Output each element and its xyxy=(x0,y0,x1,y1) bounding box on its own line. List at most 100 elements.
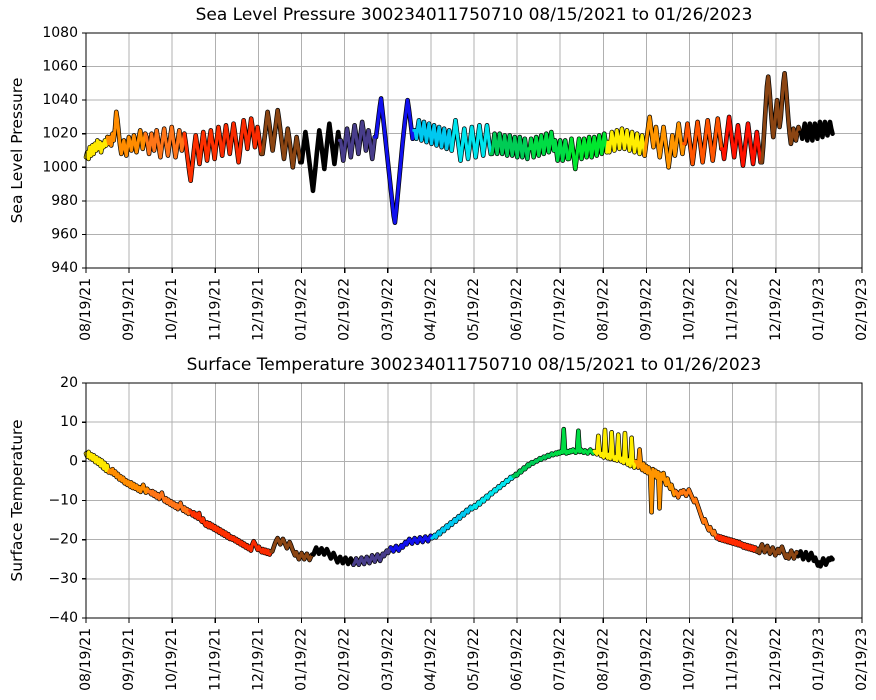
series-segment-2022-12a xyxy=(719,115,763,168)
x-tick-label: 10/19/22 xyxy=(682,278,698,341)
x-tick-label: 10/19/21 xyxy=(164,628,180,691)
x-tick-label: 06/19/22 xyxy=(509,278,525,341)
x-tick-label: 08/19/21 xyxy=(78,278,94,341)
series-segment-2022-07 xyxy=(527,130,570,163)
series-segment-2023-01 xyxy=(798,120,835,143)
x-tick-label: 09/19/22 xyxy=(638,278,654,341)
y-tick-label: 0 xyxy=(69,453,78,469)
series-segment-2022-02 xyxy=(337,120,377,163)
series-segment-2021-12a xyxy=(228,534,273,557)
y-tick-label: 1020 xyxy=(42,126,78,142)
x-tick-label: 12/19/22 xyxy=(768,278,784,341)
x-tick-label: 07/19/22 xyxy=(552,628,568,691)
series-segment-2021-08 xyxy=(84,135,110,161)
y-tick-label: −10 xyxy=(48,493,78,509)
series-segment-2021-11 xyxy=(188,509,232,541)
x-tick-label: 06/19/22 xyxy=(509,628,525,691)
series-segment-2021-08 xyxy=(84,450,111,474)
x-tick-label: 01/19/22 xyxy=(294,628,310,691)
y-tick-label: 20 xyxy=(60,375,78,391)
y-tick-label: 940 xyxy=(51,260,78,276)
series-segment-2022-02 xyxy=(351,545,393,567)
series-segment-2022-04 xyxy=(412,118,454,153)
series-segment-2021-10 xyxy=(146,489,192,516)
x-tick-label: 09/19/21 xyxy=(121,628,137,691)
y-axis-label: Sea Level Pressure xyxy=(8,78,26,224)
x-tick-label: 02/19/22 xyxy=(337,628,353,691)
x-tick-label: 05/19/22 xyxy=(466,628,482,691)
series-segment-2023-01 xyxy=(796,549,835,568)
x-tick-label: 08/19/22 xyxy=(595,278,611,341)
series-segment-2022-08 xyxy=(566,132,609,171)
x-tick-label: 01/19/23 xyxy=(811,278,827,341)
sea-level-pressure-chart: Sea Level Pressure 300234011750710 08/15… xyxy=(8,5,870,341)
chart-title: Surface Temperature 300234011750710 08/1… xyxy=(187,355,762,375)
x-tick-label: 11/19/22 xyxy=(725,278,741,341)
x-tick-label: 02/19/23 xyxy=(854,628,870,691)
series-segment-2022-01 xyxy=(298,122,342,193)
x-tick-label: 10/19/22 xyxy=(682,628,698,691)
series-segment-2021-09 xyxy=(107,467,151,495)
x-tick-label: 04/19/22 xyxy=(423,628,439,691)
series-segment-2022-03 xyxy=(389,534,434,554)
x-tick-label: 07/19/22 xyxy=(552,278,568,341)
series-segment-2021-11 xyxy=(182,125,224,183)
y-tick-label: 1000 xyxy=(42,159,78,175)
x-tick-label: 09/19/22 xyxy=(638,628,654,691)
y-tick-label: 980 xyxy=(51,193,78,209)
series-segment-2022-06 xyxy=(511,451,555,478)
x-tick-label: 12/19/21 xyxy=(250,628,266,691)
series-segment-2021-12b xyxy=(259,108,302,169)
y-tick-label: 960 xyxy=(51,226,78,242)
x-tick-label: 03/19/22 xyxy=(380,278,396,341)
x-tick-label: 08/19/21 xyxy=(78,628,94,691)
x-tick-label: 01/19/23 xyxy=(811,628,827,691)
y-tick-label: −20 xyxy=(48,532,78,548)
y-tick-label: −30 xyxy=(48,571,78,587)
chart-title: Sea Level Pressure 300234011750710 08/15… xyxy=(196,5,753,25)
x-tick-label: 12/19/22 xyxy=(768,628,784,691)
series-segment-2022-05 xyxy=(470,474,515,511)
series-segment-2022-12b xyxy=(759,71,802,164)
series-segment-2022-03 xyxy=(373,96,416,225)
series-segment-2022-07 xyxy=(551,427,596,457)
axes-frame xyxy=(85,32,863,269)
series-segment-2022-12 xyxy=(755,542,800,561)
surface-temperature-chart: Surface Temperature 300234011750710 08/1… xyxy=(8,355,870,691)
y-tick-label: 10 xyxy=(60,414,78,430)
data-series-group xyxy=(83,426,835,569)
series-segment-2022-06 xyxy=(489,132,531,161)
x-tick-label: 04/19/22 xyxy=(423,278,439,341)
y-tick-label: −40 xyxy=(48,610,78,626)
axes-frame xyxy=(85,382,863,619)
series-segment-2021-10 xyxy=(143,125,186,159)
x-tick-label: 12/19/21 xyxy=(250,278,266,341)
y-tick-label: 1080 xyxy=(42,25,78,41)
series-segment-2022-09 xyxy=(605,127,647,158)
x-tick-label: 11/19/21 xyxy=(207,278,223,341)
x-tick-label: 02/19/23 xyxy=(854,278,870,341)
chart-panel-surface-temperature: Surface Temperature 300234011750710 08/1… xyxy=(0,350,876,700)
x-tick-label: 11/19/21 xyxy=(207,628,223,691)
chart-panel-sea-level-pressure: Sea Level Pressure 300234011750710 08/15… xyxy=(8,5,870,341)
x-tick-label: 09/19/21 xyxy=(121,278,137,341)
x-tick-label: 11/19/22 xyxy=(725,628,741,691)
x-tick-label: 05/19/22 xyxy=(466,278,482,341)
series-segment-2022-10 xyxy=(643,115,686,169)
x-tick-label: 02/19/22 xyxy=(337,278,353,341)
series-segment-2022-11 xyxy=(682,117,724,166)
series-segment-2021-09 xyxy=(105,110,147,158)
series-segment-outline xyxy=(372,96,417,225)
series-segment-2021-12b xyxy=(269,536,314,562)
x-tick-label: 03/19/22 xyxy=(380,628,396,691)
data-series-group xyxy=(83,70,835,225)
series-segment-2022-08 xyxy=(592,428,638,470)
x-tick-label: 08/19/22 xyxy=(595,628,611,691)
y-tick-label: 1060 xyxy=(42,59,78,75)
x-tick-label: 01/19/22 xyxy=(294,278,310,341)
series-segment-2022-01 xyxy=(310,545,356,567)
y-tick-label: 1040 xyxy=(42,92,78,108)
series-segment-2022-05 xyxy=(450,118,493,163)
x-tick-label: 10/19/21 xyxy=(164,278,180,341)
